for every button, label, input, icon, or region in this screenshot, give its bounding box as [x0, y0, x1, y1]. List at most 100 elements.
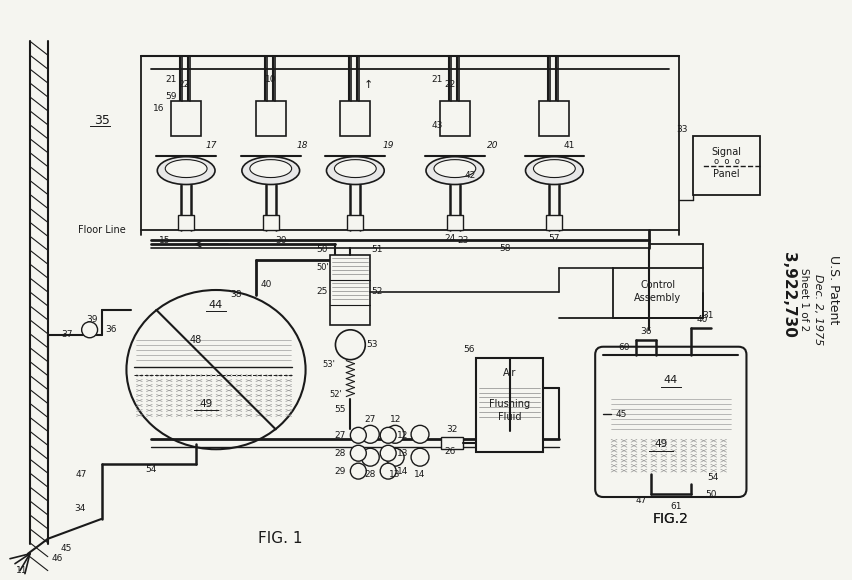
Text: 37: 37 [61, 330, 72, 339]
Bar [447, 215, 463, 230]
Text: 22: 22 [444, 81, 456, 89]
Text: Panel: Panel [713, 169, 740, 179]
Ellipse shape [426, 157, 484, 184]
Text: 22: 22 [179, 81, 190, 89]
Text: 18: 18 [296, 141, 308, 150]
Circle shape [380, 427, 396, 443]
Bar [348, 215, 363, 230]
Text: o  o  o: o o o [714, 157, 740, 166]
Text: 36: 36 [640, 327, 652, 336]
Ellipse shape [126, 290, 306, 450]
Text: 46: 46 [51, 554, 62, 563]
Text: Signal: Signal [711, 147, 741, 157]
Text: 54: 54 [707, 473, 718, 481]
Text: 21: 21 [165, 74, 177, 84]
Circle shape [361, 448, 379, 466]
Text: 27: 27 [365, 415, 376, 424]
Bar [441, 437, 463, 450]
Text: 15: 15 [158, 235, 170, 245]
Text: 51: 51 [371, 245, 383, 253]
Circle shape [380, 445, 396, 461]
Text: Air: Air [503, 368, 516, 378]
Bar [331, 255, 371, 325]
Circle shape [82, 322, 98, 338]
Text: 40: 40 [697, 316, 708, 324]
Text: 12: 12 [389, 415, 400, 424]
Text: 30: 30 [275, 235, 286, 245]
Text: 32: 32 [446, 425, 458, 434]
Text: 28: 28 [365, 470, 376, 478]
Text: 53': 53' [322, 360, 335, 369]
Text: 49: 49 [199, 400, 213, 409]
Bar [171, 101, 201, 136]
Text: 59: 59 [165, 92, 177, 101]
Bar [256, 101, 285, 136]
Circle shape [411, 425, 429, 443]
Text: 52: 52 [371, 288, 383, 296]
FancyBboxPatch shape [596, 347, 746, 497]
Text: 14: 14 [397, 467, 409, 476]
Bar [539, 101, 569, 136]
Bar [546, 215, 562, 230]
Ellipse shape [165, 160, 207, 177]
Ellipse shape [158, 157, 215, 184]
Bar [262, 215, 279, 230]
Circle shape [350, 463, 366, 479]
Text: Control: Control [641, 280, 676, 290]
Circle shape [380, 463, 396, 479]
Text: FIG. 1: FIG. 1 [258, 531, 303, 546]
Text: Floor Line: Floor Line [78, 225, 125, 235]
Text: 44: 44 [209, 300, 223, 310]
Bar [341, 101, 371, 136]
Text: 24: 24 [444, 234, 456, 243]
Text: 40: 40 [260, 280, 272, 288]
Text: 17: 17 [205, 141, 216, 150]
Text: 13: 13 [397, 449, 409, 458]
Text: 29: 29 [335, 467, 346, 476]
Circle shape [350, 427, 366, 443]
Text: Fluid: Fluid [498, 412, 521, 422]
Text: Flushing: Flushing [489, 400, 530, 409]
Ellipse shape [533, 160, 575, 177]
Bar [693, 136, 760, 195]
Bar [178, 215, 194, 230]
Text: 28: 28 [335, 449, 346, 458]
Ellipse shape [250, 160, 291, 177]
Text: 19: 19 [383, 141, 394, 150]
Text: 49: 49 [654, 439, 667, 450]
Text: 14: 14 [414, 470, 426, 478]
Text: 52': 52' [329, 390, 342, 399]
Ellipse shape [242, 157, 300, 184]
Text: 26: 26 [444, 447, 456, 456]
Text: 11: 11 [16, 566, 28, 575]
Text: 10: 10 [265, 74, 277, 84]
Circle shape [386, 448, 404, 466]
Text: 20: 20 [487, 141, 498, 150]
Text: 53: 53 [366, 340, 378, 349]
Text: 47: 47 [76, 470, 88, 478]
Ellipse shape [526, 157, 584, 184]
Text: 45: 45 [615, 410, 627, 419]
Text: 43: 43 [431, 121, 443, 130]
Text: 38: 38 [230, 291, 242, 299]
Ellipse shape [326, 157, 384, 184]
Text: 42: 42 [464, 171, 475, 180]
Text: 27: 27 [335, 431, 346, 440]
Circle shape [386, 425, 404, 443]
Text: Sheet 1 of 2: Sheet 1 of 2 [799, 269, 809, 332]
Text: 12: 12 [397, 431, 409, 440]
Text: 33: 33 [676, 125, 688, 135]
Ellipse shape [434, 160, 475, 177]
Text: 48: 48 [190, 335, 202, 345]
Text: 39: 39 [86, 316, 97, 324]
Text: 35: 35 [94, 114, 110, 128]
Ellipse shape [335, 160, 377, 177]
Bar [475, 358, 544, 452]
Bar [613, 268, 703, 318]
Text: Assembly: Assembly [635, 293, 682, 303]
Text: 23: 23 [458, 235, 469, 245]
Text: 21: 21 [431, 74, 443, 84]
Text: 31: 31 [702, 311, 713, 320]
Text: 50: 50 [705, 490, 717, 499]
Text: Dec. 2, 1975: Dec. 2, 1975 [813, 274, 823, 346]
